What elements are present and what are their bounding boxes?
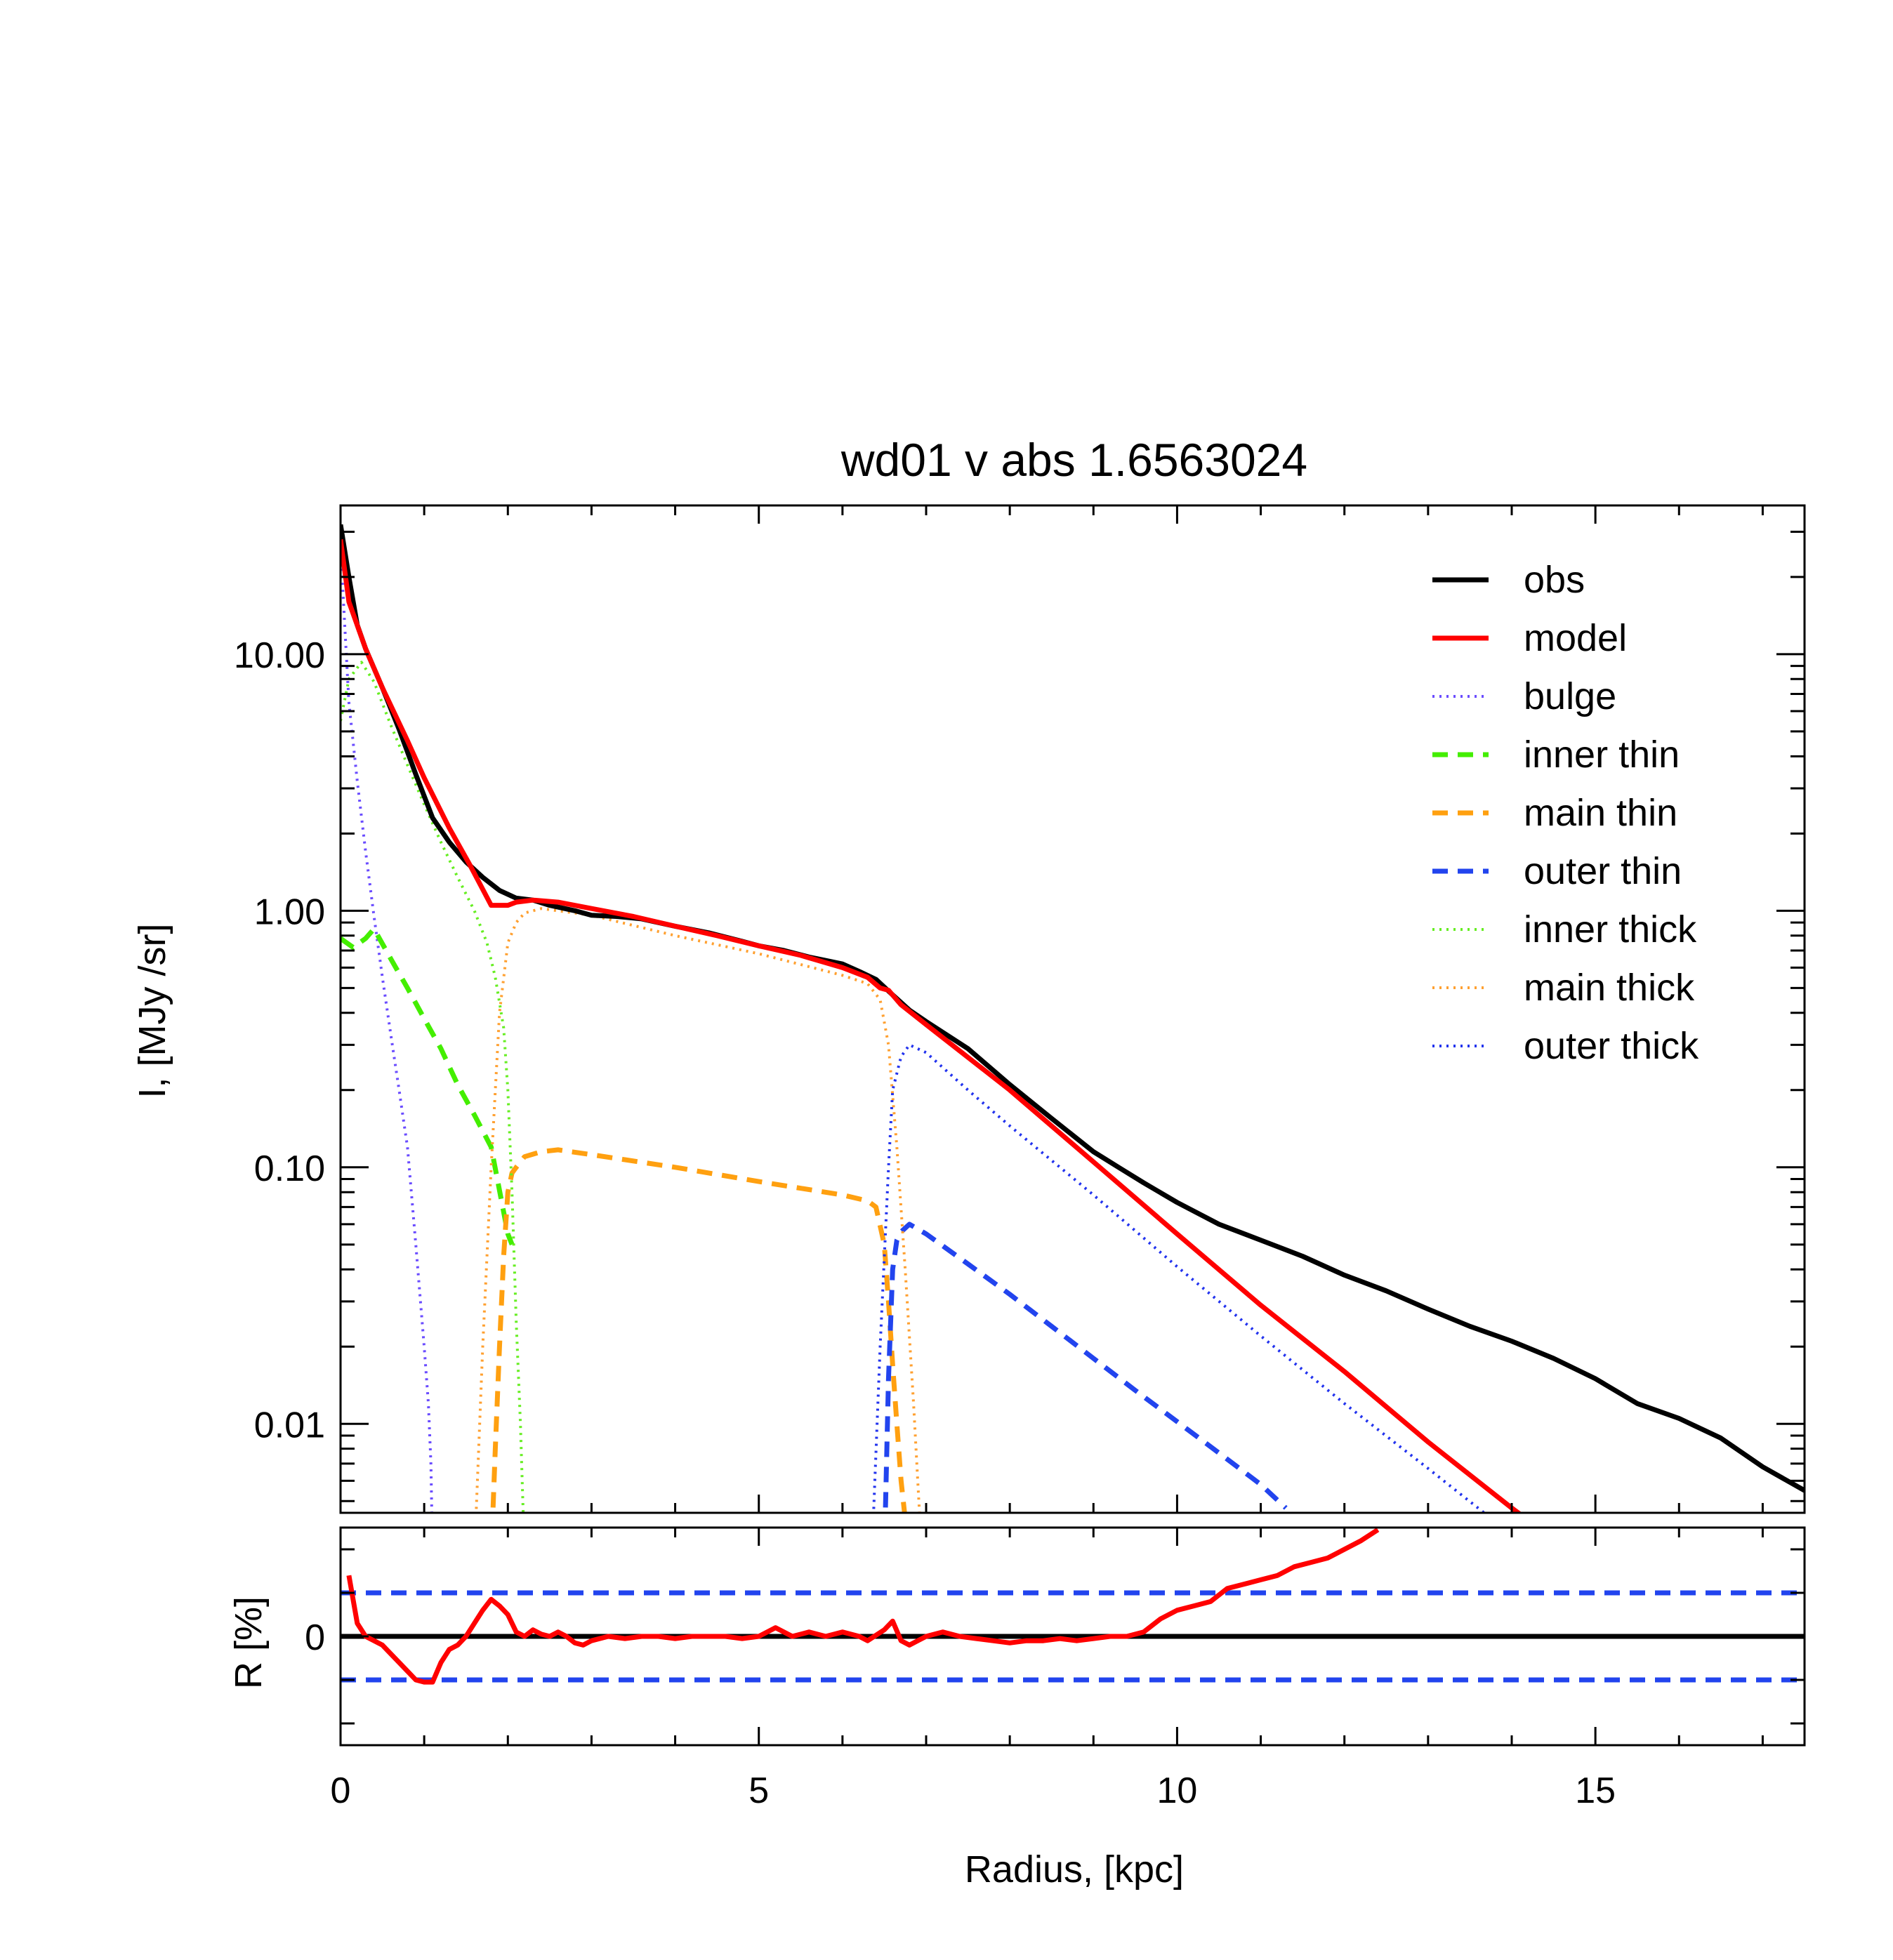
main-plot-frame [339, 504, 1806, 1514]
series-main-thin-line [490, 1147, 907, 1513]
x-tick-label: 0 [331, 1770, 351, 1811]
main-y-axis-label: I, [MJy /sr] [131, 924, 173, 1099]
series-inner-thin-line [341, 926, 515, 1246]
series-model-line [341, 539, 1523, 1513]
main-y-tick-label: 0.01 [254, 1405, 325, 1445]
legend-label-inner-thin: inner thin [1524, 734, 1680, 776]
main-plot-area: 0.01 0.10 1.00 10.00 [234, 504, 1806, 1514]
series-bulge-line [341, 548, 433, 1513]
main-y-tick-label: 0.10 [254, 1148, 325, 1189]
legend-label-obs: obs [1524, 559, 1585, 601]
residual-y-tick-label: 0 [305, 1617, 325, 1658]
legend-label-model: model [1524, 617, 1627, 659]
residual-axes: 0 0 5 10 15 [305, 1526, 1806, 1811]
legend-label-outer-thin: outer thin [1524, 850, 1682, 892]
series-outer-thin-line [883, 1221, 1288, 1513]
main-axes: 0.01 0.10 1.00 10.00 [234, 504, 1806, 1514]
series-obs-line [341, 524, 1805, 1493]
x-axis-label: Radius, [kpc] [965, 1848, 1184, 1891]
residual-plot-area: 0 0 5 10 15 [305, 1526, 1806, 1811]
main-series-group [341, 524, 1805, 1513]
legend-label-main-thick: main thick [1524, 967, 1695, 1009]
legend-label-outer-thick: outer thick [1524, 1025, 1699, 1067]
x-tick-label: 5 [748, 1770, 769, 1811]
legend-label-main-thin: main thin [1524, 792, 1677, 834]
main-y-tick-label: 10.00 [234, 635, 325, 676]
legend: obs model bulge inner thin main thin outer th… [1432, 559, 1699, 1067]
series-outer-thick-line [872, 1043, 1486, 1513]
legend-label-bulge: bulge [1524, 675, 1616, 717]
legend-label-inner-thick: inner thick [1524, 908, 1697, 951]
x-tick-label: 15 [1575, 1770, 1616, 1811]
residual-series-line [346, 1528, 1380, 1685]
main-y-tick-label: 1.00 [254, 892, 325, 932]
x-tick-label: 10 [1157, 1770, 1198, 1811]
residual-y-axis-label: R [%] [227, 1596, 270, 1689]
residual-series-group [341, 1528, 1805, 1685]
chart-title: wd01 v abs 1.6563024 [840, 434, 1307, 486]
